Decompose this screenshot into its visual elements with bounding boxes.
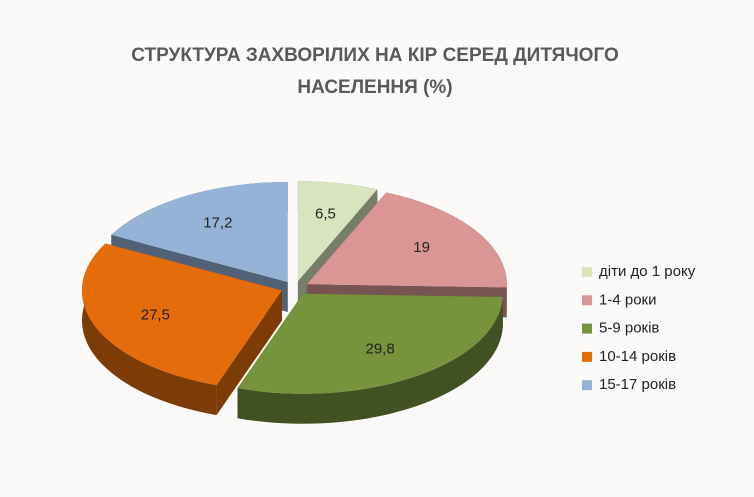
slice-top xyxy=(306,192,507,288)
legend-swatch xyxy=(582,267,592,277)
legend-label: 10-14 років xyxy=(599,348,676,365)
data-label: 6,5 xyxy=(315,206,336,223)
legend-swatch xyxy=(582,380,592,391)
legend-label: 1-4 роки xyxy=(599,291,656,308)
data-label: 27,5 xyxy=(141,306,170,323)
legend-label: 15-17 років xyxy=(599,376,676,393)
slice xyxy=(81,243,282,416)
data-label: 29,8 xyxy=(365,341,394,358)
legend-swatch xyxy=(582,323,592,334)
slice-side xyxy=(81,243,217,416)
slice-top xyxy=(297,181,378,282)
slice xyxy=(237,293,503,424)
slice-wall xyxy=(216,290,282,416)
legend-swatch xyxy=(582,351,592,362)
data-label: 19 xyxy=(413,239,430,256)
slice-top xyxy=(237,293,503,394)
slice-top xyxy=(81,243,282,386)
legend-label: 5-9 років xyxy=(599,320,659,337)
legend-label: діти до 1 року xyxy=(599,263,696,280)
slice-side xyxy=(237,296,503,424)
slice-top xyxy=(111,181,288,282)
legend-swatch xyxy=(582,295,592,306)
chart-title: СТРУКТУРА ЗАХВОРІЛИХ НА КІР СЕРЕД ДИТЯЧО… xyxy=(131,45,619,98)
data-label: 17,2 xyxy=(203,215,232,232)
